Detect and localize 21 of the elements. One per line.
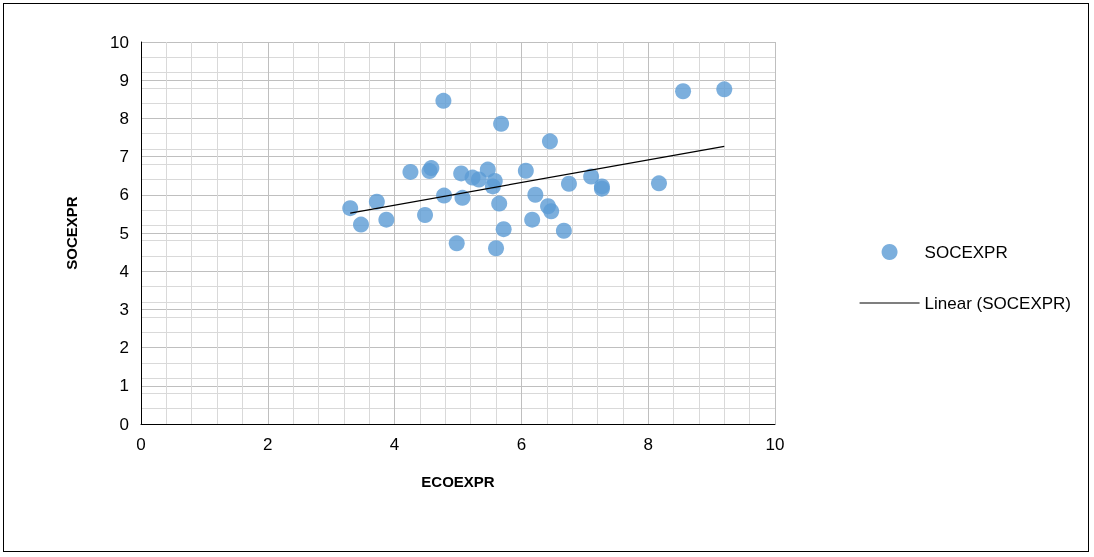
y-tick-label: 2 bbox=[119, 338, 129, 358]
y-tick-label: 7 bbox=[119, 147, 129, 167]
y-tick-label: 9 bbox=[119, 70, 129, 90]
x-tick-label: 2 bbox=[263, 435, 273, 454]
x-axis-title: ECOEXPR bbox=[421, 473, 495, 490]
y-tick-label: 3 bbox=[119, 299, 129, 319]
y-tick-label: 10 bbox=[110, 32, 129, 52]
x-tick-label: 8 bbox=[643, 435, 653, 454]
y-tick-label: 6 bbox=[119, 185, 129, 205]
legend-label: Linear (SOCEXPR) bbox=[924, 293, 1071, 313]
x-tick-label: 10 bbox=[765, 435, 785, 454]
x-tick-label: 6 bbox=[516, 435, 527, 454]
x-tick-label: 0 bbox=[136, 435, 146, 454]
y-tick-label: 5 bbox=[119, 223, 129, 243]
legend-label: SOCEXPR bbox=[924, 242, 1008, 262]
x-tick-label: 4 bbox=[389, 435, 400, 454]
y-tick-label: 4 bbox=[119, 261, 129, 281]
y-axis-title: SOCEXPR bbox=[63, 196, 80, 270]
y-tick-label: 0 bbox=[119, 414, 129, 434]
y-tick-label: 8 bbox=[119, 108, 129, 128]
y-tick-label: 1 bbox=[119, 376, 129, 396]
